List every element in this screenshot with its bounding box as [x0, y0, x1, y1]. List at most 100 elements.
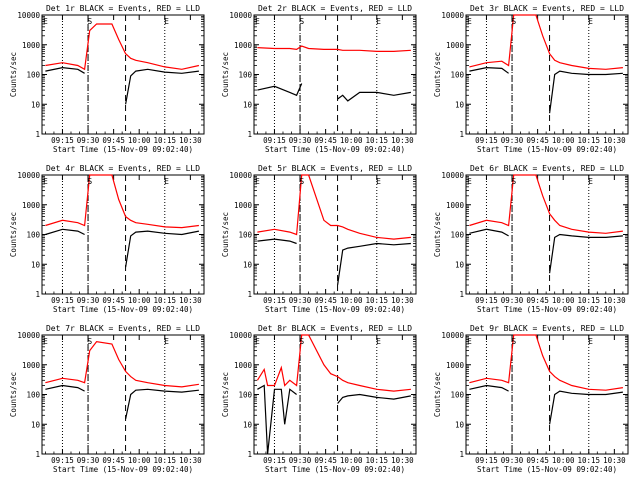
- x-tick-label: 10:30: [391, 296, 414, 305]
- y-tick-label: 1000: [446, 41, 465, 50]
- y-axis-title: Counts/sec: [221, 372, 230, 417]
- chart-panel: Det 8r BLACK = Events, RED = LLD 1 10 100 10…: [221, 324, 417, 474]
- x-tick-label: 09:15: [51, 456, 74, 465]
- chart-title: Det 7r BLACK = Events, RED = LLD: [46, 324, 200, 333]
- x-tick-label: 09:30: [289, 136, 312, 145]
- y-tick-label: 10000: [441, 171, 464, 180]
- y-tick-label: 10: [31, 100, 41, 109]
- x-tick-label: 10:15: [365, 456, 388, 465]
- y-tick-label: 10: [243, 260, 253, 269]
- y-axis-title: Counts/sec: [433, 212, 442, 257]
- chart-panel: Det 2r BLACK = Events, RED = LLD 1 10 100 10…: [221, 4, 417, 154]
- plot-frame: [253, 14, 417, 135]
- chart-title: Det 3r BLACK = Events, RED = LLD: [470, 4, 624, 13]
- chart-title: Det 1r BLACK = Events, RED = LLD: [46, 4, 200, 13]
- y-tick-label: 100: [450, 391, 464, 400]
- x-tick-label: 09:30: [289, 296, 312, 305]
- x-tick-label: 10:00: [552, 456, 575, 465]
- y-tick-label: 1000: [22, 41, 41, 50]
- events-series-line: [45, 228, 200, 268]
- segment-marker-label: S: [87, 177, 92, 186]
- x-tick-label: 09:30: [501, 296, 524, 305]
- chart-panel: Det 3r BLACK = Events, RED = LLD 1 10 100 10…: [433, 4, 629, 154]
- x-tick-label: 09:30: [77, 456, 100, 465]
- x-tick-label: 10:00: [340, 136, 363, 145]
- segment-marker-label: E: [164, 17, 169, 26]
- y-tick-label: 1: [247, 450, 252, 459]
- x-tick-label: 10:00: [340, 296, 363, 305]
- x-axis-title: Start Time (15-Nov-09 09:02:40): [53, 145, 193, 154]
- plot-frame: [41, 334, 205, 455]
- x-tick-label: 10:00: [128, 456, 151, 465]
- y-tick-label: 1000: [446, 361, 465, 370]
- plot-frame: [465, 174, 629, 295]
- x-tick-label: 10:00: [128, 296, 151, 305]
- y-tick-label: 100: [238, 71, 252, 80]
- x-tick-label: 10:15: [577, 136, 600, 145]
- x-tick-label: 09:45: [102, 136, 125, 145]
- events-series-line: [257, 238, 411, 286]
- lld-series-line: [256, 334, 411, 392]
- events-series-line: [257, 384, 412, 455]
- y-tick-label: 10: [455, 260, 465, 269]
- events-series-line: [469, 384, 623, 425]
- y-tick-label: 1: [35, 450, 40, 459]
- x-tick-label: 09:30: [501, 136, 524, 145]
- y-tick-label: 1: [247, 130, 252, 139]
- x-tick-label: 10:00: [552, 136, 575, 145]
- y-tick-label: 1000: [234, 41, 253, 50]
- y-tick-label: 1: [35, 130, 40, 139]
- segment-marker-label: E: [467, 177, 472, 186]
- events-series-line: [469, 228, 623, 274]
- x-tick-label: 09:45: [314, 456, 337, 465]
- chart-panel: Det 4r BLACK = Events, RED = LLD 1 10 100 10…: [9, 164, 205, 314]
- y-tick-label: 10: [243, 420, 253, 429]
- x-tick-label: 10:30: [391, 456, 414, 465]
- x-tick-label: 10:00: [340, 456, 363, 465]
- x-tick-label: 09:45: [314, 296, 337, 305]
- y-tick-label: 10: [31, 260, 41, 269]
- y-tick-label: 100: [450, 231, 464, 240]
- events-series-line: [469, 66, 623, 114]
- chart-panel: Det 6r BLACK = Events, RED = LLD 1 10 100 10…: [433, 164, 629, 314]
- chart-panel: Det 9r BLACK = Events, RED = LLD 1 10 100 10…: [433, 324, 629, 474]
- x-axis-title: Start Time (15-Nov-09 09:02:40): [477, 465, 617, 474]
- lld-series-line: [45, 340, 199, 388]
- chart-title: Det 5r BLACK = Events, RED = LLD: [258, 164, 412, 173]
- y-tick-label: 10: [455, 100, 465, 109]
- x-axis-title: Start Time (15-Nov-09 09:02:40): [477, 145, 617, 154]
- x-tick-label: 10:00: [128, 136, 151, 145]
- x-tick-label: 09:30: [501, 456, 524, 465]
- y-tick-label: 1: [459, 290, 464, 299]
- y-tick-label: 100: [450, 71, 464, 80]
- segment-marker-label: E: [255, 177, 260, 186]
- y-tick-label: 1: [247, 290, 252, 299]
- x-tick-label: 10:15: [153, 296, 176, 305]
- x-tick-label: 10:30: [603, 136, 626, 145]
- x-tick-label: 09:45: [314, 136, 337, 145]
- segment-marker-label: S: [511, 177, 516, 186]
- chart-title: Det 8r BLACK = Events, RED = LLD: [258, 324, 412, 333]
- plot-frame: [253, 174, 417, 295]
- y-tick-label: 1000: [446, 201, 465, 210]
- x-tick-label: 10:15: [153, 456, 176, 465]
- chart-title: Det 4r BLACK = Events, RED = LLD: [46, 164, 200, 173]
- y-tick-label: 10000: [229, 11, 252, 20]
- segment-marker-label: S: [299, 177, 304, 186]
- x-tick-label: 10:30: [603, 456, 626, 465]
- segment-marker-label: S: [511, 17, 516, 26]
- segment-marker-label: S: [87, 17, 92, 26]
- x-tick-label: 10:30: [179, 296, 202, 305]
- x-tick-label: 09:45: [526, 296, 549, 305]
- y-tick-label: 1000: [22, 361, 41, 370]
- x-tick-label: 10:15: [365, 296, 388, 305]
- y-tick-label: 10000: [229, 331, 252, 340]
- segment-marker-label: E: [376, 177, 381, 186]
- segment-marker-label: E: [43, 177, 48, 186]
- lld-series-line: [257, 174, 411, 240]
- segment-marker-label: E: [588, 17, 593, 26]
- x-tick-label: 09:45: [102, 456, 125, 465]
- y-axis-title: Counts/sec: [221, 52, 230, 97]
- segment-marker-label: E: [588, 337, 593, 346]
